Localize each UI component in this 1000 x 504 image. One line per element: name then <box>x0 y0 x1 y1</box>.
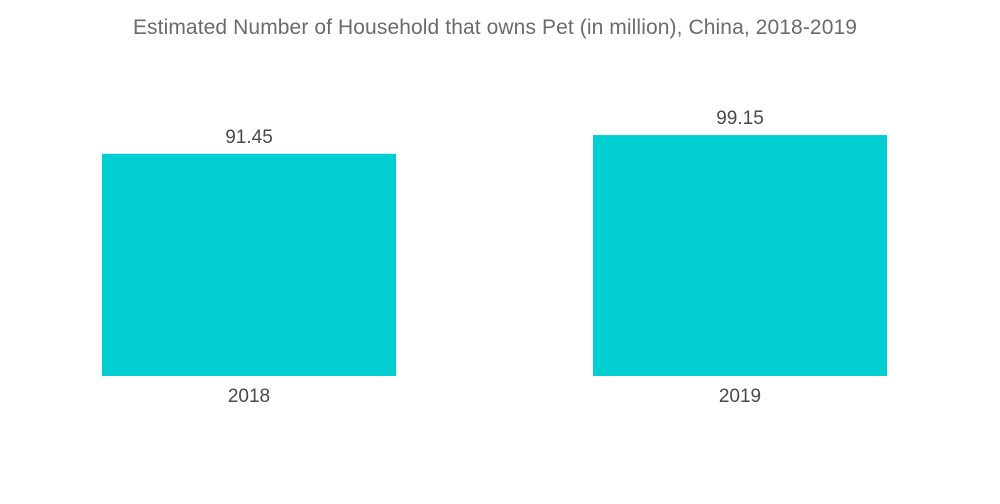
x-tick-label-2019: 2019 <box>719 386 761 407</box>
bars-layer <box>102 135 887 376</box>
value-label-2019: 99.15 <box>716 108 764 129</box>
value-label-2018: 91.45 <box>225 127 273 148</box>
x-tick-label-2018: 2018 <box>228 386 270 407</box>
labels-layer: 91.45 2018 99.15 2019 <box>225 108 764 407</box>
chart-title: Estimated Number of Household that owns … <box>132 16 858 39</box>
bar-2018 <box>102 153 396 376</box>
bar-2019 <box>593 135 887 376</box>
